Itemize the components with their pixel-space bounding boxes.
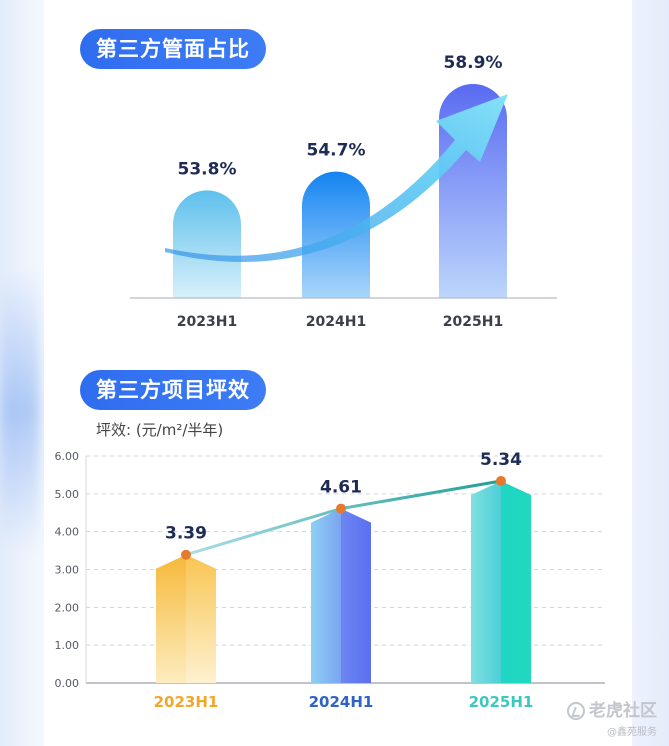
share-category-label-2024H1: 2024H1 [306, 314, 366, 330]
efficiency-ytick-label: 1.00 [55, 639, 80, 652]
efficiency-ytick-label: 2.00 [55, 601, 80, 614]
efficiency-point-2024H1 [336, 503, 346, 514]
side-glow [0, 270, 40, 550]
watermark-sub: @鑫苑服务 [607, 727, 657, 738]
share-value-label-2024H1: 54.7% [307, 141, 366, 161]
efficiency-ytick-label: 3.00 [55, 564, 80, 577]
efficiency-ytick-label: 5.00 [55, 488, 80, 501]
share-bar-2024H1 [302, 171, 370, 298]
share-category-label-2025H1: 2025H1 [443, 314, 503, 330]
efficiency-bar-left-2025H1 [471, 480, 501, 683]
efficiency-unit-label: 坪效: (元/m²/半年) [96, 421, 224, 439]
watermark-brand: 老虎社区 [589, 701, 657, 721]
efficiency-bar-right-2023H1 [186, 554, 216, 683]
share-value-label-2023H1: 53.8% [178, 159, 237, 179]
efficiency-point-2023H1 [181, 549, 191, 560]
efficiency-bar-right-2024H1 [341, 508, 371, 683]
share-section-title: 第三方管面占比 [80, 29, 266, 69]
efficiency-bar-left-2024H1 [311, 508, 341, 683]
efficiency-category-label-2024H1: 2024H1 [309, 693, 374, 711]
efficiency-ytick-label: 4.00 [55, 526, 80, 539]
efficiency-category-label-2025H1: 2025H1 [469, 693, 534, 711]
share-category-label-2023H1: 2023H1 [177, 314, 237, 330]
efficiency-point-2025H1 [496, 475, 506, 486]
efficiency-value-label-2025H1: 5.34 [480, 450, 522, 470]
share-value-label-2025H1: 58.9% [444, 53, 503, 73]
share-bar-2023H1 [173, 190, 241, 298]
efficiency-section-title: 第三方项目坪效 [80, 370, 266, 410]
efficiency-bar-right-2025H1 [501, 480, 531, 683]
efficiency-category-label-2023H1: 2023H1 [154, 693, 219, 711]
efficiency-value-label-2023H1: 3.39 [165, 524, 207, 544]
efficiency-bar-left-2023H1 [156, 554, 186, 683]
efficiency-ytick-label: 0.00 [55, 677, 80, 690]
efficiency-ytick-label: 6.00 [55, 450, 80, 463]
watermark: 老虎社区 @鑫苑服务 [567, 696, 657, 738]
share-trend-arrow [165, 94, 508, 262]
efficiency-value-label-2024H1: 4.61 [320, 478, 362, 498]
watermark-logo-icon [567, 702, 585, 720]
